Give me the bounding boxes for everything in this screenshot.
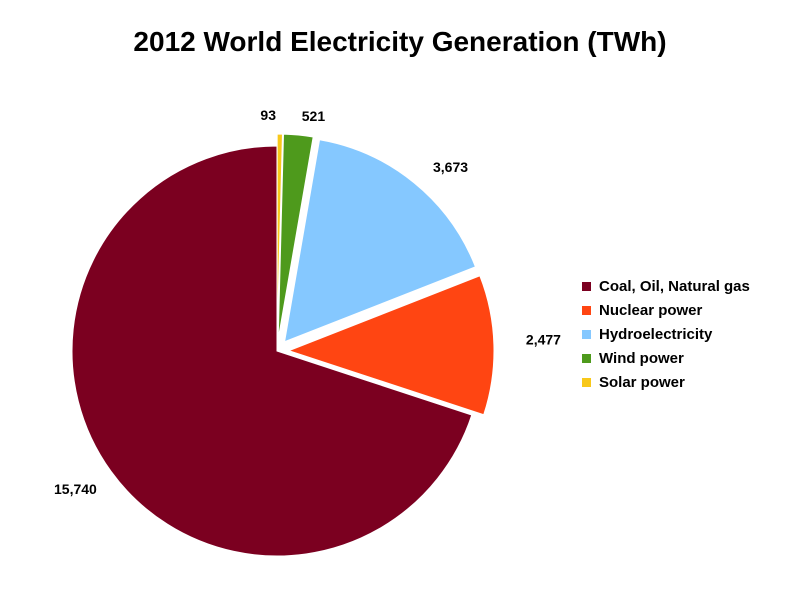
legend-item-wind: Wind power xyxy=(582,346,750,370)
legend-item-nuclear: Nuclear power xyxy=(582,298,750,322)
legend-item-solar: Solar power xyxy=(582,370,750,394)
data-label-wind: 521 xyxy=(302,108,326,124)
legend-swatch-hydro xyxy=(582,329,591,339)
legend-label-solar: Solar power xyxy=(599,373,685,391)
data-label-hydro: 3,673 xyxy=(433,159,468,175)
legend-item-hydro: Hydroelectricity xyxy=(582,322,750,346)
data-label-solar: 93 xyxy=(260,107,276,123)
legend-swatch-solar xyxy=(582,377,591,387)
legend-label-nuclear: Nuclear power xyxy=(599,301,703,319)
legend-label-wind: Wind power xyxy=(599,349,684,367)
legend-swatch-nuclear xyxy=(582,305,591,315)
pie-data-labels: 15,740 2,477 3,673 521 93 xyxy=(54,107,561,497)
pie-slice-wind xyxy=(277,133,314,340)
chart-title: 2012 World Electricity Generation (TWh) xyxy=(133,26,667,57)
pie-slice-fossil xyxy=(71,145,473,557)
legend-label-hydro: Hydroelectricity xyxy=(599,325,713,343)
pie-slice-nuclear xyxy=(287,275,495,416)
legend-swatch-fossil xyxy=(582,281,591,291)
legend-item-fossil: Coal, Oil, Natural gas xyxy=(582,274,750,298)
pie-slices xyxy=(71,133,495,557)
pie-slice-solar xyxy=(276,133,283,340)
pie-slice-hydro xyxy=(283,139,477,343)
legend: Coal, Oil, Natural gas Nuclear power Hyd… xyxy=(582,274,750,394)
legend-label-fossil: Coal, Oil, Natural gas xyxy=(599,277,750,295)
legend-swatch-wind xyxy=(582,353,591,363)
data-label-nuclear: 2,477 xyxy=(526,332,561,348)
data-label-fossil: 15,740 xyxy=(54,481,97,497)
